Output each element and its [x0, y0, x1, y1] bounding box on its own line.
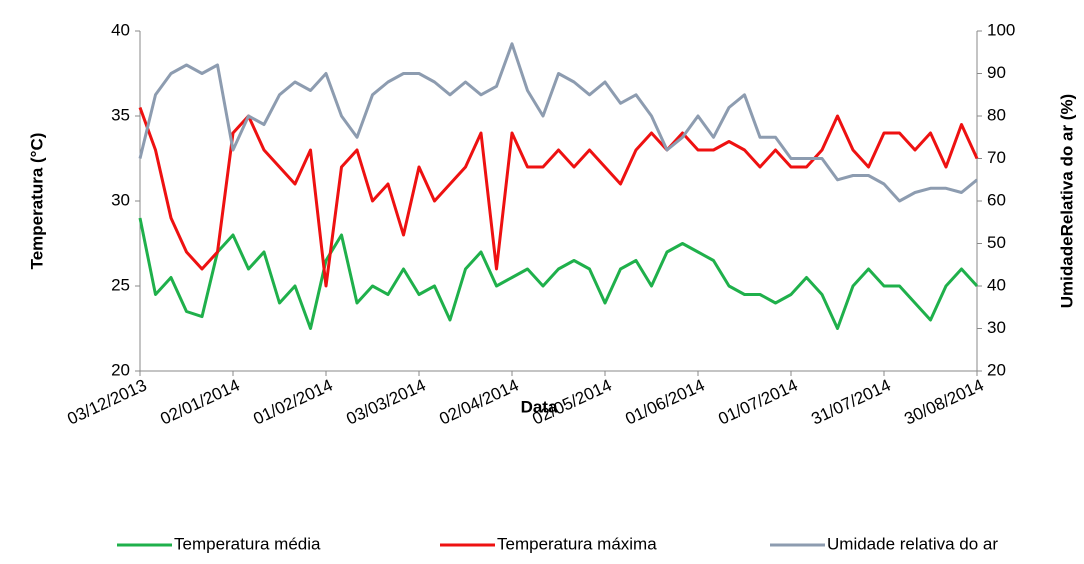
legend-label: Temperatura média	[174, 534, 321, 553]
y2-tick-label: 80	[987, 105, 1006, 124]
y-tick-label: 40	[111, 20, 130, 39]
y2-tick-label: 20	[987, 360, 1006, 379]
x-tick-label: 02/04/2014	[436, 375, 521, 428]
x-tick-label: 30/08/2014	[901, 375, 986, 428]
x-axis-title: Data	[521, 397, 558, 416]
y2-tick-label: 90	[987, 63, 1006, 82]
x-tick-label: 03/03/2014	[343, 375, 428, 428]
y-tick-label: 20	[111, 360, 130, 379]
y2-tick-label: 50	[987, 233, 1006, 252]
y2-axis-title: UmidadeRelativa do ar (%)	[1057, 94, 1076, 308]
y2-tick-label: 40	[987, 275, 1006, 294]
y-tick-label: 35	[111, 105, 130, 124]
series-line	[138, 42, 978, 203]
y2-tick-label: 60	[987, 190, 1006, 209]
x-tick-label: 02/01/2014	[157, 375, 242, 428]
x-tick-label: 31/07/2014	[808, 375, 893, 428]
y-tick-label: 25	[111, 275, 130, 294]
y-axis-title: Temperatura (°C)	[27, 133, 46, 270]
y-tick-label: 30	[111, 190, 130, 209]
legend-label: Temperatura máxima	[497, 534, 657, 553]
y2-tick-label: 70	[987, 148, 1006, 167]
series-line	[138, 217, 979, 330]
x-tick-label: 01/06/2014	[622, 375, 707, 428]
y2-tick-label: 30	[987, 318, 1006, 337]
x-tick-label: 01/02/2014	[250, 375, 335, 428]
x-tick-label: 03/12/2013	[64, 375, 149, 428]
legend-label: Umidade relativa do ar	[827, 534, 998, 553]
y2-tick-label: 100	[987, 20, 1015, 39]
series-line	[138, 106, 979, 288]
x-tick-label: 01/07/2014	[715, 375, 800, 428]
